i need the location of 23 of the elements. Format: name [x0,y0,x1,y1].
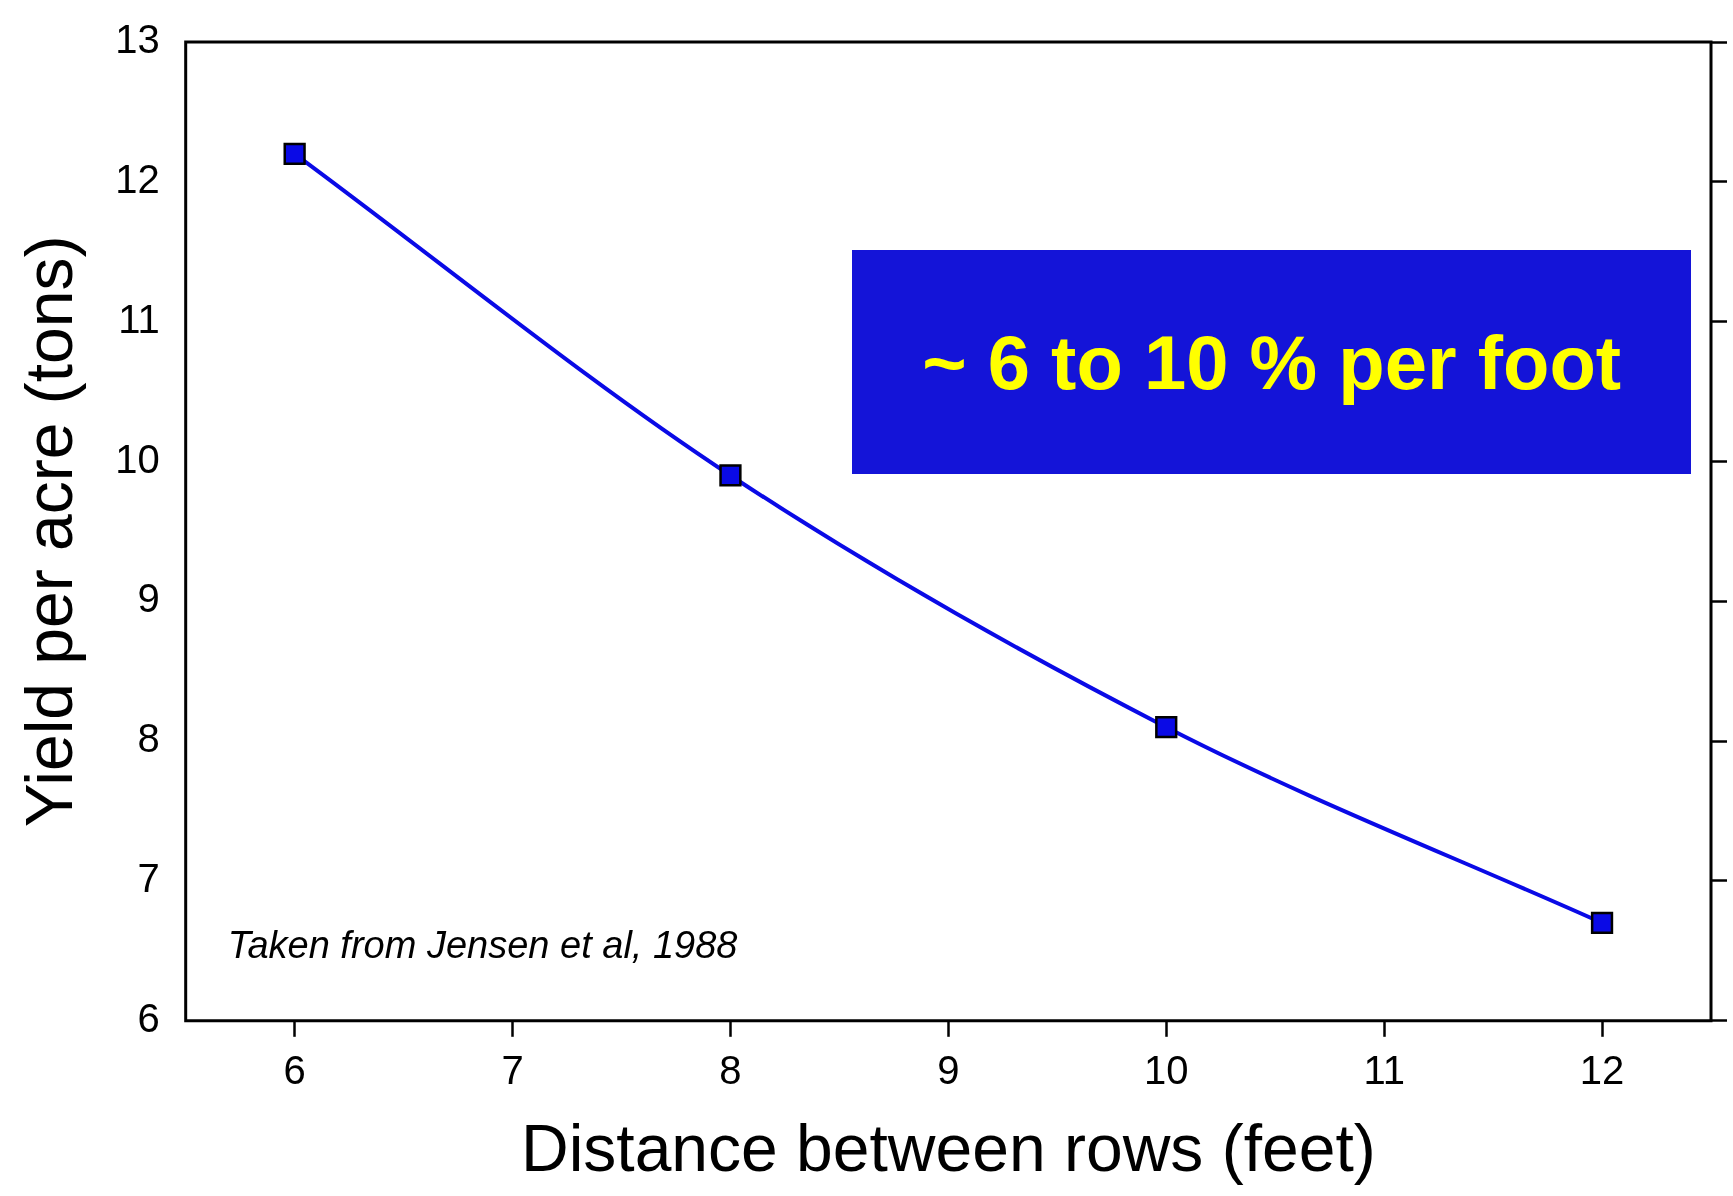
x-tick-label: 9 [937,1047,960,1092]
y-axis-title: Yield per acre (tons) [11,235,86,828]
x-axis-title: Distance between rows (feet) [520,1110,1376,1185]
y-tick-label: 8 [137,716,160,761]
y-tick-label: 12 [115,156,160,201]
y-tick-label: 9 [137,576,160,621]
point [283,142,306,166]
y-tick-label: 11 [118,296,160,341]
y-tick-label: 6 [137,995,160,1040]
x-tick-label: 12 [1579,1047,1625,1092]
x-tick-label: 8 [719,1047,742,1092]
x-tick-label: 11 [1363,1047,1405,1092]
annotation: ~ 6 to 10 % per foot [852,250,1692,474]
point [719,464,742,487]
x-tick-label: 10 [1144,1047,1189,1092]
x-tick-label: 7 [501,1047,524,1092]
annotation: Taken from Jensen et al, 1988 [227,923,738,966]
y-tick-label: 10 [115,436,160,481]
point [1155,716,1178,739]
x-tick-label: 6 [283,1047,306,1092]
point [1590,911,1614,935]
y-tick-label: 13 [115,17,160,62]
y-tick-label: 7 [137,856,160,900]
